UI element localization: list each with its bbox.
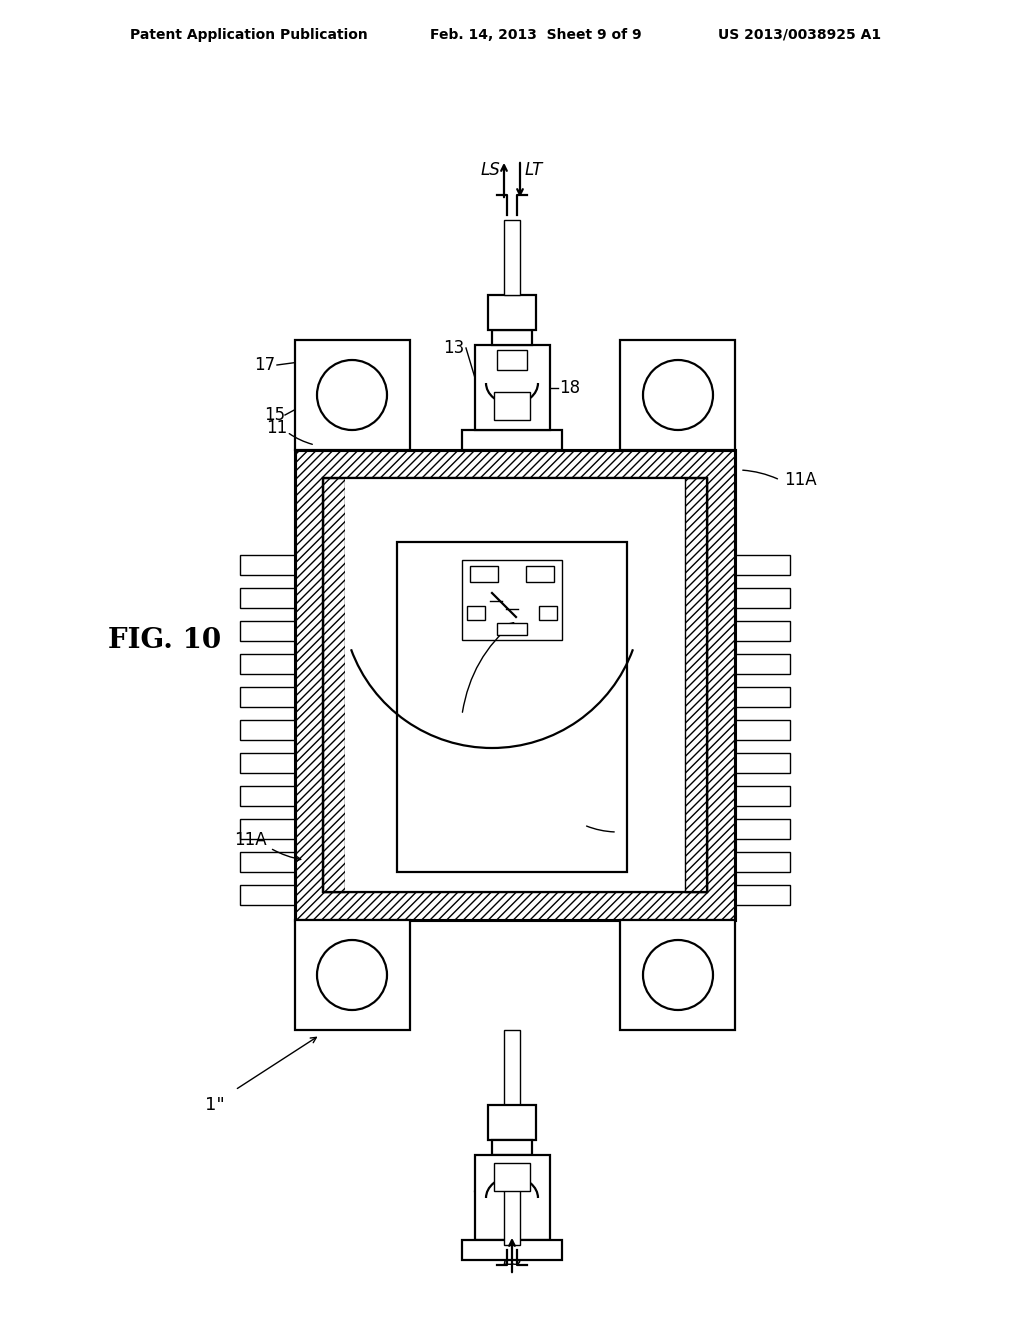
Text: LS: LS bbox=[502, 1251, 522, 1269]
Bar bbox=[735, 851, 790, 873]
Bar bbox=[735, 686, 790, 708]
Bar bbox=[492, 330, 532, 345]
Bar bbox=[295, 920, 410, 1030]
Text: LS: LS bbox=[480, 161, 500, 180]
Bar bbox=[494, 1163, 530, 1191]
Bar bbox=[735, 554, 790, 576]
Bar bbox=[324, 479, 706, 891]
Bar bbox=[494, 392, 530, 420]
Bar bbox=[735, 785, 790, 807]
Text: 11: 11 bbox=[266, 418, 288, 437]
Bar bbox=[735, 620, 790, 642]
Bar bbox=[323, 478, 707, 892]
Circle shape bbox=[643, 360, 713, 430]
Bar bbox=[462, 1239, 562, 1261]
Bar bbox=[492, 1140, 532, 1155]
Text: 19: 19 bbox=[582, 813, 602, 832]
Text: 17: 17 bbox=[254, 356, 275, 374]
Bar bbox=[526, 566, 554, 582]
Bar bbox=[345, 479, 684, 891]
Text: US 2013/0038925 A1: US 2013/0038925 A1 bbox=[718, 28, 881, 42]
Bar bbox=[323, 478, 707, 892]
Bar bbox=[240, 686, 295, 708]
Bar bbox=[475, 345, 550, 430]
Bar bbox=[735, 818, 790, 840]
Circle shape bbox=[643, 940, 713, 1010]
Bar bbox=[685, 478, 707, 892]
Text: LT: LT bbox=[525, 161, 543, 180]
Text: 15: 15 bbox=[264, 407, 286, 424]
Text: 11A: 11A bbox=[233, 832, 266, 849]
Bar bbox=[488, 294, 536, 330]
Bar bbox=[295, 450, 735, 920]
Text: 1": 1" bbox=[205, 1096, 225, 1114]
Bar bbox=[240, 884, 295, 906]
Bar bbox=[240, 587, 295, 609]
Bar bbox=[240, 554, 295, 576]
Text: 11A: 11A bbox=[783, 471, 816, 488]
Bar bbox=[497, 623, 527, 635]
Text: 14: 14 bbox=[523, 1189, 545, 1206]
Bar bbox=[240, 653, 295, 675]
Bar bbox=[462, 430, 562, 450]
Bar bbox=[462, 560, 562, 640]
Text: Patent Application Publication: Patent Application Publication bbox=[130, 28, 368, 42]
Bar bbox=[240, 785, 295, 807]
Bar bbox=[735, 653, 790, 675]
Circle shape bbox=[317, 940, 387, 1010]
Bar bbox=[735, 884, 790, 906]
Text: FIG. 10: FIG. 10 bbox=[108, 627, 221, 653]
Bar bbox=[295, 341, 410, 450]
Bar bbox=[475, 1155, 550, 1239]
Bar bbox=[735, 752, 790, 774]
Text: Feb. 14, 2013  Sheet 9 of 9: Feb. 14, 2013 Sheet 9 of 9 bbox=[430, 28, 642, 42]
Text: 13: 13 bbox=[443, 339, 465, 356]
Bar bbox=[504, 1030, 520, 1105]
Bar bbox=[504, 220, 520, 294]
Bar bbox=[539, 606, 557, 620]
Text: 18: 18 bbox=[559, 379, 581, 397]
Bar bbox=[620, 920, 735, 1030]
Circle shape bbox=[317, 360, 387, 430]
Bar bbox=[497, 350, 527, 370]
Text: 16: 16 bbox=[446, 731, 468, 748]
Bar bbox=[240, 851, 295, 873]
Bar bbox=[470, 566, 498, 582]
Bar bbox=[488, 1105, 536, 1140]
Bar bbox=[240, 620, 295, 642]
Bar bbox=[295, 450, 735, 920]
Bar bbox=[397, 543, 627, 873]
Bar bbox=[240, 752, 295, 774]
Bar bbox=[323, 478, 345, 892]
Bar bbox=[620, 341, 735, 450]
Bar bbox=[504, 1180, 520, 1245]
Bar bbox=[735, 719, 790, 741]
Bar bbox=[735, 587, 790, 609]
Bar bbox=[467, 606, 485, 620]
Bar bbox=[240, 719, 295, 741]
Text: 12: 12 bbox=[471, 1189, 493, 1206]
Bar bbox=[240, 818, 295, 840]
